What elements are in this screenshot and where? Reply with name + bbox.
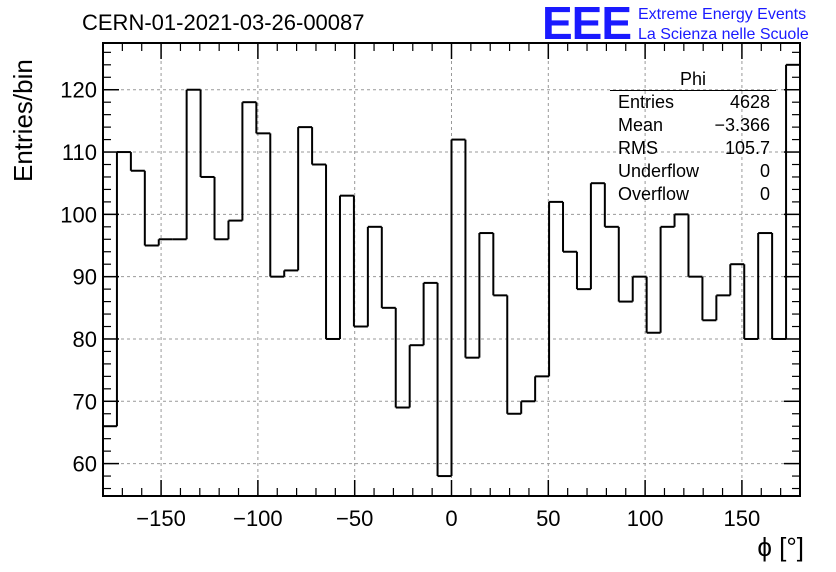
x-tick-label: −100 — [233, 506, 283, 531]
y-tick-label: 100 — [60, 202, 97, 227]
y-tick-label: 90 — [73, 265, 97, 290]
stats-box: Phi Entries 4628 Mean −3.366 RMS 105.7 U… — [610, 68, 776, 206]
chart-title: CERN-01-2021-03-26-00087 — [82, 10, 365, 35]
x-axis-label: ϕ [°] — [757, 532, 804, 562]
x-tick-label: 0 — [445, 506, 457, 531]
logo-tagline-2: La Scienza nelle Scuole — [638, 26, 809, 43]
stats-row-rms: RMS 105.7 — [610, 137, 776, 160]
logo-tagline-1: Extreme Energy Events — [638, 6, 807, 23]
x-tick-label: −150 — [136, 506, 186, 531]
stats-row-overflow: Overflow 0 — [610, 183, 776, 206]
y-tick-label: 110 — [62, 140, 97, 165]
stats-label: Overflow — [618, 184, 690, 204]
stats-value: 0 — [759, 161, 770, 181]
stats-label: Entries — [618, 92, 675, 112]
eee-logo: EEE — [542, 0, 632, 49]
stats-label: Mean — [618, 115, 664, 135]
x-tick-label: −50 — [336, 506, 373, 531]
x-tick-label: 50 — [536, 506, 560, 531]
y-tick-label: 120 — [60, 78, 97, 103]
stats-row-entries: Entries 4628 — [610, 91, 776, 114]
stats-row-mean: Mean −3.366 — [610, 114, 776, 137]
y-tick-label: 70 — [73, 389, 97, 414]
stats-title: Phi — [610, 68, 776, 91]
y-axis-label: Entries/bin — [8, 59, 38, 182]
stats-value: −3.366 — [714, 115, 770, 135]
stats-value: 0 — [759, 184, 770, 204]
stats-value: 4628 — [729, 92, 770, 112]
y-tick-label: 60 — [73, 452, 97, 477]
y-tick-label: 80 — [73, 327, 97, 352]
stats-value: 105.7 — [724, 138, 770, 158]
stats-label: Underflow — [618, 161, 700, 181]
stats-label: RMS — [618, 138, 658, 158]
x-tick-label: 150 — [724, 506, 761, 531]
x-tick-label: 100 — [627, 506, 664, 531]
stats-row-underflow: Underflow 0 — [610, 160, 776, 183]
